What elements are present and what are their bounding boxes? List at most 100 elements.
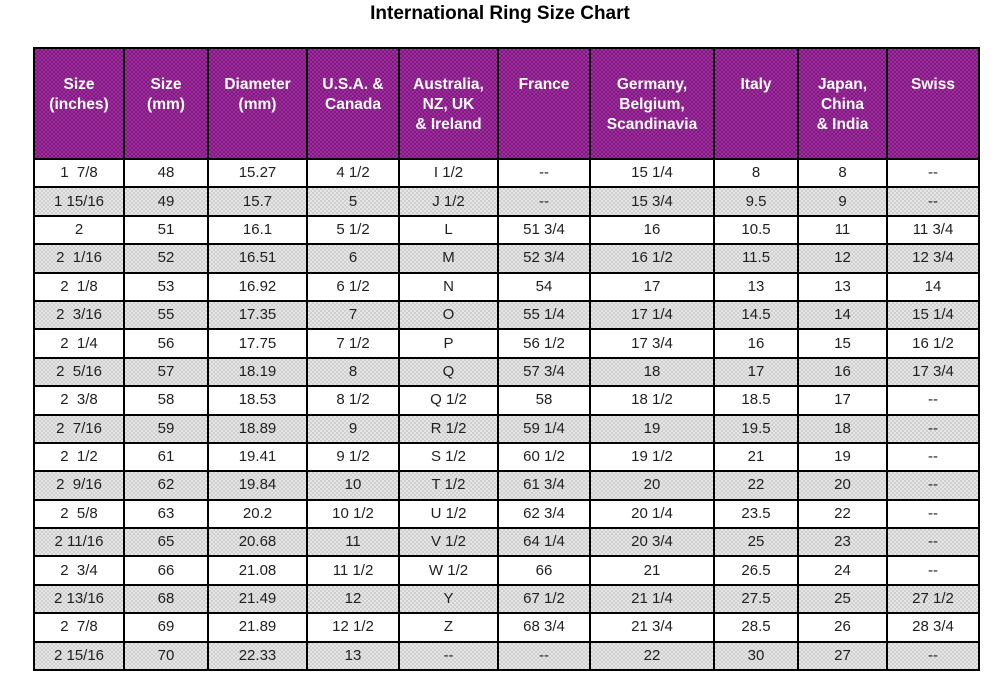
table-cell: 8 [306,356,400,388]
table-cell: -- [886,555,980,586]
column-header: Size (inches) [33,47,125,160]
table-header: Size (inches) Size (mm) Diameter (mm) U.S.A… [33,47,980,160]
table-cell: 21 [713,441,799,473]
table-cell: 17 [713,356,799,388]
table-cell: 66 [497,555,591,586]
table-cell: 6 1/2 [306,271,400,302]
table-cell: 11.5 [713,243,799,274]
ring-size-table: Size (inches) Size (mm) Diameter (mm) U.S.A… [33,47,980,672]
table-cell: 16.1 [207,214,308,246]
table-cell: 65 [123,527,209,558]
table-cell: -- [886,385,980,416]
table-cell: 11 [797,214,888,246]
table-cell: 59 1/4 [497,413,591,444]
table-cell: 48 [123,157,209,189]
table-cell: 2 3/16 [33,299,125,331]
column-header: Australia, NZ, UK & Ireland [398,47,499,160]
table-row: 2 3/16 55 17.35 7 O 55 1/4 17 1/4 14.5 14 15 1/4 [33,299,980,331]
table-cell: S 1/2 [398,441,499,473]
table-cell: 53 [123,271,209,302]
table-cell: 63 [123,498,209,530]
table-cell: 52 [123,243,209,274]
table-cell: 21.89 [207,612,308,643]
table-cell: 9 1/2 [306,441,400,473]
table-cell: 68 3/4 [497,612,591,643]
table-row: 1 15/16 49 15.7 5 J 1/2 -- 15 3/4 9.5 9 -- [33,186,980,217]
table-row: 2 11/16 65 20.68 11 V 1/2 64 1/4 20 3/4 25 23 -- [33,527,980,558]
table-cell: 4 1/2 [306,157,400,189]
table-cell: 9 [306,413,400,444]
table-cell: -- [886,413,980,444]
table-cell: 9 [797,186,888,217]
table-cell: 24 [797,555,888,586]
table-cell: 2 7/16 [33,413,125,444]
table-cell: 2 [33,214,125,246]
table-cell: 2 11/16 [33,527,125,558]
table-cell: 18.5 [713,385,799,416]
column-header: Italy [713,47,799,160]
table-cell: -- [886,470,980,501]
table-cell: 58 [123,385,209,416]
table-row: 1 7/8 48 15.27 4 1/2 I 1/2 -- 15 1/4 8 8 -- [33,157,980,189]
table-cell: 17.35 [207,299,308,331]
table-cell: 18.19 [207,356,308,388]
table-cell: 2 7/8 [33,612,125,643]
table-cell: 15 1/4 [589,157,715,189]
table-cell: -- [886,527,980,558]
table-cell: 19 1/2 [589,441,715,473]
table-cell: -- [886,186,980,217]
table-row: 2 13/16 68 21.49 12 Y 67 1/2 21 1/4 27.5 25 27 1/… [33,583,980,615]
table-cell: 61 3/4 [497,470,591,501]
table-cell: 12 1/2 [306,612,400,643]
table-cell: 52 3/4 [497,243,591,274]
table-row: 2 1/16 52 16.51 6 M 52 3/4 16 1/2 11.5 12 12 3/4 [33,243,980,274]
table-cell: 20.68 [207,527,308,558]
table-cell: 16 1/2 [589,243,715,274]
table-cell: 2 1/2 [33,441,125,473]
table-cell: 27 [797,640,888,672]
table-cell: J 1/2 [398,186,499,217]
table-cell: 28.5 [713,612,799,643]
table-cell: 21.08 [207,555,308,586]
table-row: 2 5/8 63 20.2 10 1/2 U 1/2 62 3/4 20 1/4 23.5 22… [33,498,980,530]
column-header: Swiss [886,47,980,160]
table-cell: 6 [306,243,400,274]
table-cell: 20.2 [207,498,308,530]
table-cell: 10 1/2 [306,498,400,530]
table-cell: 56 [123,328,209,359]
table-cell: 18.53 [207,385,308,416]
table-cell: 15.7 [207,186,308,217]
table-cell: 2 3/4 [33,555,125,586]
table-cell: 13 [306,640,400,672]
table-cell: 21 3/4 [589,612,715,643]
table-cell: Y [398,583,499,615]
table-cell: 49 [123,186,209,217]
table-cell: 54 [497,271,591,302]
table-cell: 2 13/16 [33,583,125,615]
table-cell: 19.84 [207,470,308,501]
table-cell: 22 [797,498,888,530]
table-cell: M [398,243,499,274]
table-cell: 55 1/4 [497,299,591,331]
table-row: 2 7/8 69 21.89 12 1/2 Z 68 3/4 21 3/4 28.5 26 28 … [33,612,980,643]
table-cell: 58 [497,385,591,416]
table-cell: 18 [797,413,888,444]
table-cell: 28 3/4 [886,612,980,643]
table-cell: 68 [123,583,209,615]
table-cell: 12 [797,243,888,274]
table-row: 2 3/8 58 18.53 8 1/2 Q 1/2 58 18 1/2 18.5 17 -- [33,385,980,416]
table-cell: 17 [797,385,888,416]
table-cell: 2 1/4 [33,328,125,359]
table-cell: 17.75 [207,328,308,359]
table-cell: 15 [797,328,888,359]
table-cell: 55 [123,299,209,331]
table-cell: 59 [123,413,209,444]
table-cell: 51 3/4 [497,214,591,246]
table-cell: 18 [589,356,715,388]
table-cell: O [398,299,499,331]
table-cell: 2 1/16 [33,243,125,274]
table-cell: 8 [797,157,888,189]
table-cell: 18.89 [207,413,308,444]
table-cell: 11 1/2 [306,555,400,586]
